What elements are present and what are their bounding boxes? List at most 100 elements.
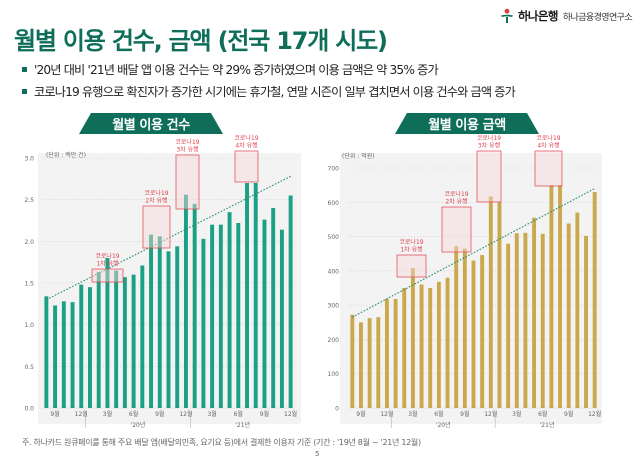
bar (105, 258, 110, 408)
bar (149, 234, 154, 408)
bar (584, 235, 588, 408)
y-tick-label: 400 (328, 268, 340, 275)
chart-unit-label: (단위 : 백만 건) (46, 151, 86, 159)
bar (131, 274, 136, 408)
y-tick-label: 0.0 (24, 406, 34, 413)
bar (44, 296, 49, 408)
y-tick-label: 0 (335, 406, 339, 413)
bar (253, 183, 258, 408)
y-tick-label: 500 (328, 234, 340, 241)
hana-logo-icon (499, 8, 515, 24)
y-tick-label: 700 (328, 166, 340, 173)
chart-title-amount: 월별 이용 금액 (395, 113, 539, 134)
y-tick-label: 1.0 (24, 322, 34, 329)
bar (53, 305, 58, 408)
x-tick-label: 6월 (129, 410, 138, 418)
bar (549, 185, 554, 408)
x-tick-label: 3월 (512, 410, 521, 418)
bar (218, 224, 223, 408)
covid-wave-highlight (396, 254, 427, 278)
covid-wave-label: 3차 유행 (478, 142, 500, 150)
bullet-square-icon (22, 88, 27, 94)
bar (114, 270, 119, 408)
bullet-square-icon (22, 66, 27, 72)
bar (279, 229, 284, 408)
covid-wave-label: 1차 유행 (400, 246, 422, 254)
y-tick-label: 2.0 (24, 239, 34, 246)
x-tick-label: 3월 (408, 410, 417, 418)
covid-wave-highlight (441, 206, 472, 253)
bar (262, 219, 267, 408)
bar (385, 298, 389, 408)
bar (402, 288, 407, 408)
y-tick-label: 0.5 (24, 364, 34, 371)
logo-sub-text: 하나금융경영연구소 (562, 12, 633, 23)
bar (288, 195, 293, 408)
bullet-text: '20년 대비 '21년 배달 앱 이용 건수는 약 29% 증가하였으며 이용… (34, 63, 439, 77)
bar (166, 251, 171, 408)
bar (271, 208, 276, 408)
covid-wave-label: 코로나19 (444, 190, 468, 198)
bar (393, 298, 398, 408)
covid-wave-label: 코로나19 (234, 134, 258, 142)
company-logo: 하나은행 하나금융경영연구소 (499, 8, 633, 24)
covid-wave-label: 코로나19 (399, 238, 423, 246)
bar (96, 272, 101, 408)
bar (497, 202, 502, 408)
bar (514, 233, 519, 408)
bar (523, 232, 528, 408)
covid-wave-label: 3차 유행 (176, 146, 198, 154)
bar (436, 281, 441, 408)
bar (157, 236, 162, 408)
covid-wave-label: 2차 유행 (445, 198, 467, 206)
bar (428, 288, 433, 408)
y-tick-label: 1.5 (24, 281, 34, 288)
bar (61, 301, 66, 408)
trend-line (46, 175, 291, 301)
footnote: 주. 하나카드 원큐페이를 통해 주요 배달 앱(배달의민족, 요기요 등)에서… (22, 438, 421, 447)
covid-wave-label: 코로나19 (95, 252, 119, 260)
bar (210, 224, 215, 408)
covid-wave-label: 코로나19 (175, 138, 199, 146)
bar (359, 322, 363, 408)
covid-wave-highlight (142, 205, 171, 249)
year-label: '20년 (131, 421, 146, 429)
summary-bullets: '20년 대비 '21년 배달 앱 이용 건수는 약 29% 증가하였으며 이용… (22, 58, 516, 102)
bar (70, 302, 75, 408)
x-tick-label: 3월 (103, 410, 112, 418)
bar (558, 185, 562, 408)
bar (140, 265, 145, 408)
bar (227, 212, 232, 408)
bar (462, 248, 467, 408)
bar (540, 233, 545, 408)
bar (532, 217, 537, 408)
covid-wave-label: 코로나19 (477, 134, 501, 142)
covid-wave-label: 4차 유행 (235, 142, 257, 150)
x-tick-label: 12월 (484, 410, 497, 418)
bar (575, 212, 580, 408)
covid-wave-highlight (91, 268, 124, 283)
x-tick-label: 9월 (155, 410, 164, 418)
x-tick-label: 12월 (179, 410, 192, 418)
x-tick-label: 9월 (50, 410, 59, 418)
bar (454, 246, 459, 408)
x-tick-label: 12월 (284, 410, 297, 418)
bar (471, 260, 476, 408)
chart-title-text: 월별 이용 금액 (428, 118, 506, 133)
year-label: '20년 (436, 421, 451, 429)
covid-wave-label: 2차 유행 (145, 197, 167, 205)
bar (201, 238, 206, 408)
y-tick-label: 600 (328, 200, 340, 207)
bullet-item: '20년 대비 '21년 배달 앱 이용 건수는 약 29% 증가하였으며 이용… (22, 58, 515, 80)
chart-title-count: 월별 이용 건수 (79, 113, 223, 134)
bar (192, 203, 197, 408)
x-tick-label: 9월 (564, 410, 573, 418)
y-tick-label: 300 (328, 303, 340, 310)
chart-unit-label: (단위 : 억원) (342, 152, 375, 160)
bar (245, 183, 249, 408)
year-label: '21년 (235, 421, 250, 429)
bar (410, 268, 415, 408)
y-tick-label: 2.5 (24, 197, 34, 204)
x-tick-label: 3월 (207, 410, 216, 418)
